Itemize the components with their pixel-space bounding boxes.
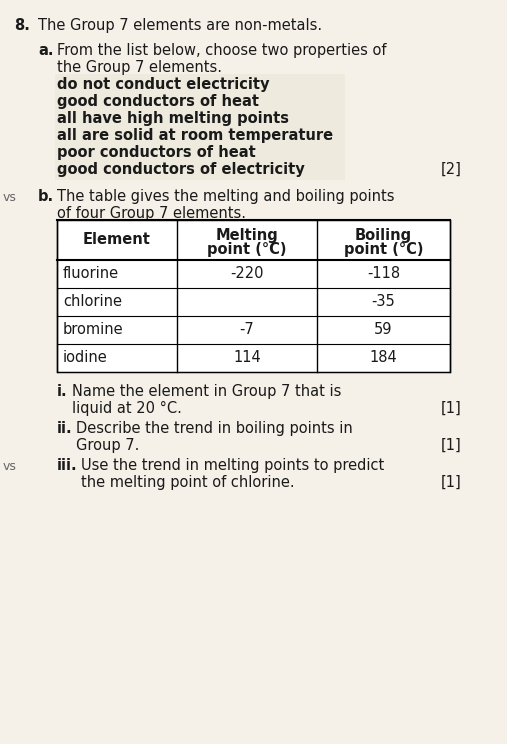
Text: do not conduct electricity: do not conduct electricity <box>57 77 270 92</box>
Text: all have high melting points: all have high melting points <box>57 111 289 126</box>
Text: 114: 114 <box>233 350 261 365</box>
Text: -118: -118 <box>367 266 400 281</box>
Text: [1]: [1] <box>441 401 462 416</box>
Text: From the list below, choose two properties of: From the list below, choose two properti… <box>57 43 386 58</box>
Text: Element: Element <box>83 232 151 248</box>
Text: good conductors of heat: good conductors of heat <box>57 94 259 109</box>
Bar <box>55 74 345 180</box>
Text: fluorine: fluorine <box>63 266 119 281</box>
Text: -35: -35 <box>372 295 395 310</box>
Text: iodine: iodine <box>63 350 108 365</box>
Text: vs: vs <box>3 191 17 204</box>
Text: a.: a. <box>38 43 54 58</box>
Text: 8.: 8. <box>14 18 30 33</box>
Text: -7: -7 <box>240 322 255 338</box>
Text: bromine: bromine <box>63 322 124 338</box>
Text: Name the element in Group 7 that is: Name the element in Group 7 that is <box>72 384 341 399</box>
Text: good conductors of electricity: good conductors of electricity <box>57 162 305 177</box>
Text: 184: 184 <box>370 350 397 365</box>
Text: -220: -220 <box>230 266 264 281</box>
Text: [1]: [1] <box>441 475 462 490</box>
Text: Melting: Melting <box>215 228 278 243</box>
Text: [1]: [1] <box>441 438 462 453</box>
Text: all are solid at room temperature: all are solid at room temperature <box>57 128 333 143</box>
Text: [2]: [2] <box>441 162 462 177</box>
Text: b.: b. <box>38 189 54 204</box>
Text: the Group 7 elements.: the Group 7 elements. <box>57 60 222 75</box>
Text: Group 7.: Group 7. <box>76 438 139 453</box>
Bar <box>57 220 450 372</box>
Text: point (°C): point (°C) <box>344 242 423 257</box>
Text: Boiling: Boiling <box>355 228 412 243</box>
Text: iii.: iii. <box>57 458 78 473</box>
Text: liquid at 20 °C.: liquid at 20 °C. <box>72 401 182 416</box>
Text: Describe the trend in boiling points in: Describe the trend in boiling points in <box>76 421 353 436</box>
Text: point (°C): point (°C) <box>207 242 287 257</box>
Text: The Group 7 elements are non-metals.: The Group 7 elements are non-metals. <box>38 18 322 33</box>
Text: chlorine: chlorine <box>63 295 122 310</box>
Text: The table gives the melting and boiling points: The table gives the melting and boiling … <box>57 189 394 204</box>
Text: ii.: ii. <box>57 421 73 436</box>
Text: vs: vs <box>3 460 17 473</box>
Text: Use the trend in melting points to predict: Use the trend in melting points to predi… <box>81 458 384 473</box>
Text: i.: i. <box>57 384 67 399</box>
Text: poor conductors of heat: poor conductors of heat <box>57 145 256 160</box>
Text: the melting point of chlorine.: the melting point of chlorine. <box>81 475 295 490</box>
Text: of four Group 7 elements.: of four Group 7 elements. <box>57 206 246 221</box>
Text: 59: 59 <box>374 322 393 338</box>
